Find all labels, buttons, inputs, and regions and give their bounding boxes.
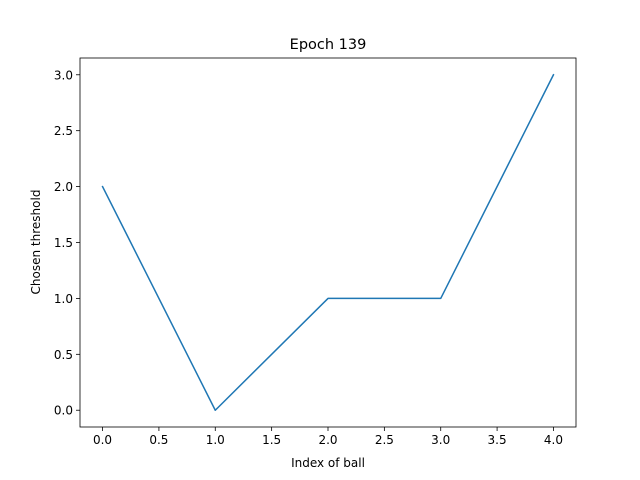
y-axis-label: Chosen threshold bbox=[29, 190, 43, 295]
y-tick-label: 1.5 bbox=[54, 236, 73, 250]
x-axis-label: Index of ball bbox=[291, 456, 365, 470]
chart-title: Epoch 139 bbox=[290, 37, 367, 53]
y-tick-label: 3.0 bbox=[54, 68, 73, 82]
y-tick-label: 2.5 bbox=[54, 124, 73, 138]
x-tick-label: 4.0 bbox=[544, 433, 563, 447]
axes-frame bbox=[79, 57, 577, 428]
plot-area: 0.0 0.5 1.0 1.5 2.0 2.5 3.0 3.5 4.0 0.0 0.5 1.0 1.5 2… bbox=[54, 57, 577, 447]
series-line-0 bbox=[101, 73, 555, 411]
x-tick-label: 1.0 bbox=[206, 433, 225, 447]
y-tick-label: 2.0 bbox=[54, 180, 73, 194]
x-tick-label: 2.5 bbox=[375, 433, 394, 447]
y-tick-label: 0.5 bbox=[54, 348, 73, 362]
x-tick-label: 0.0 bbox=[93, 433, 112, 447]
x-tick-label: 3.0 bbox=[431, 433, 450, 447]
y-tick-label: 0.0 bbox=[54, 404, 73, 418]
x-tick-label: 2.0 bbox=[318, 433, 337, 447]
y-tick-label: 1.0 bbox=[54, 292, 73, 306]
x-tick-label: 0.5 bbox=[149, 433, 168, 447]
x-tick-label: 3.5 bbox=[488, 433, 507, 447]
x-tick-label: 1.5 bbox=[262, 433, 281, 447]
